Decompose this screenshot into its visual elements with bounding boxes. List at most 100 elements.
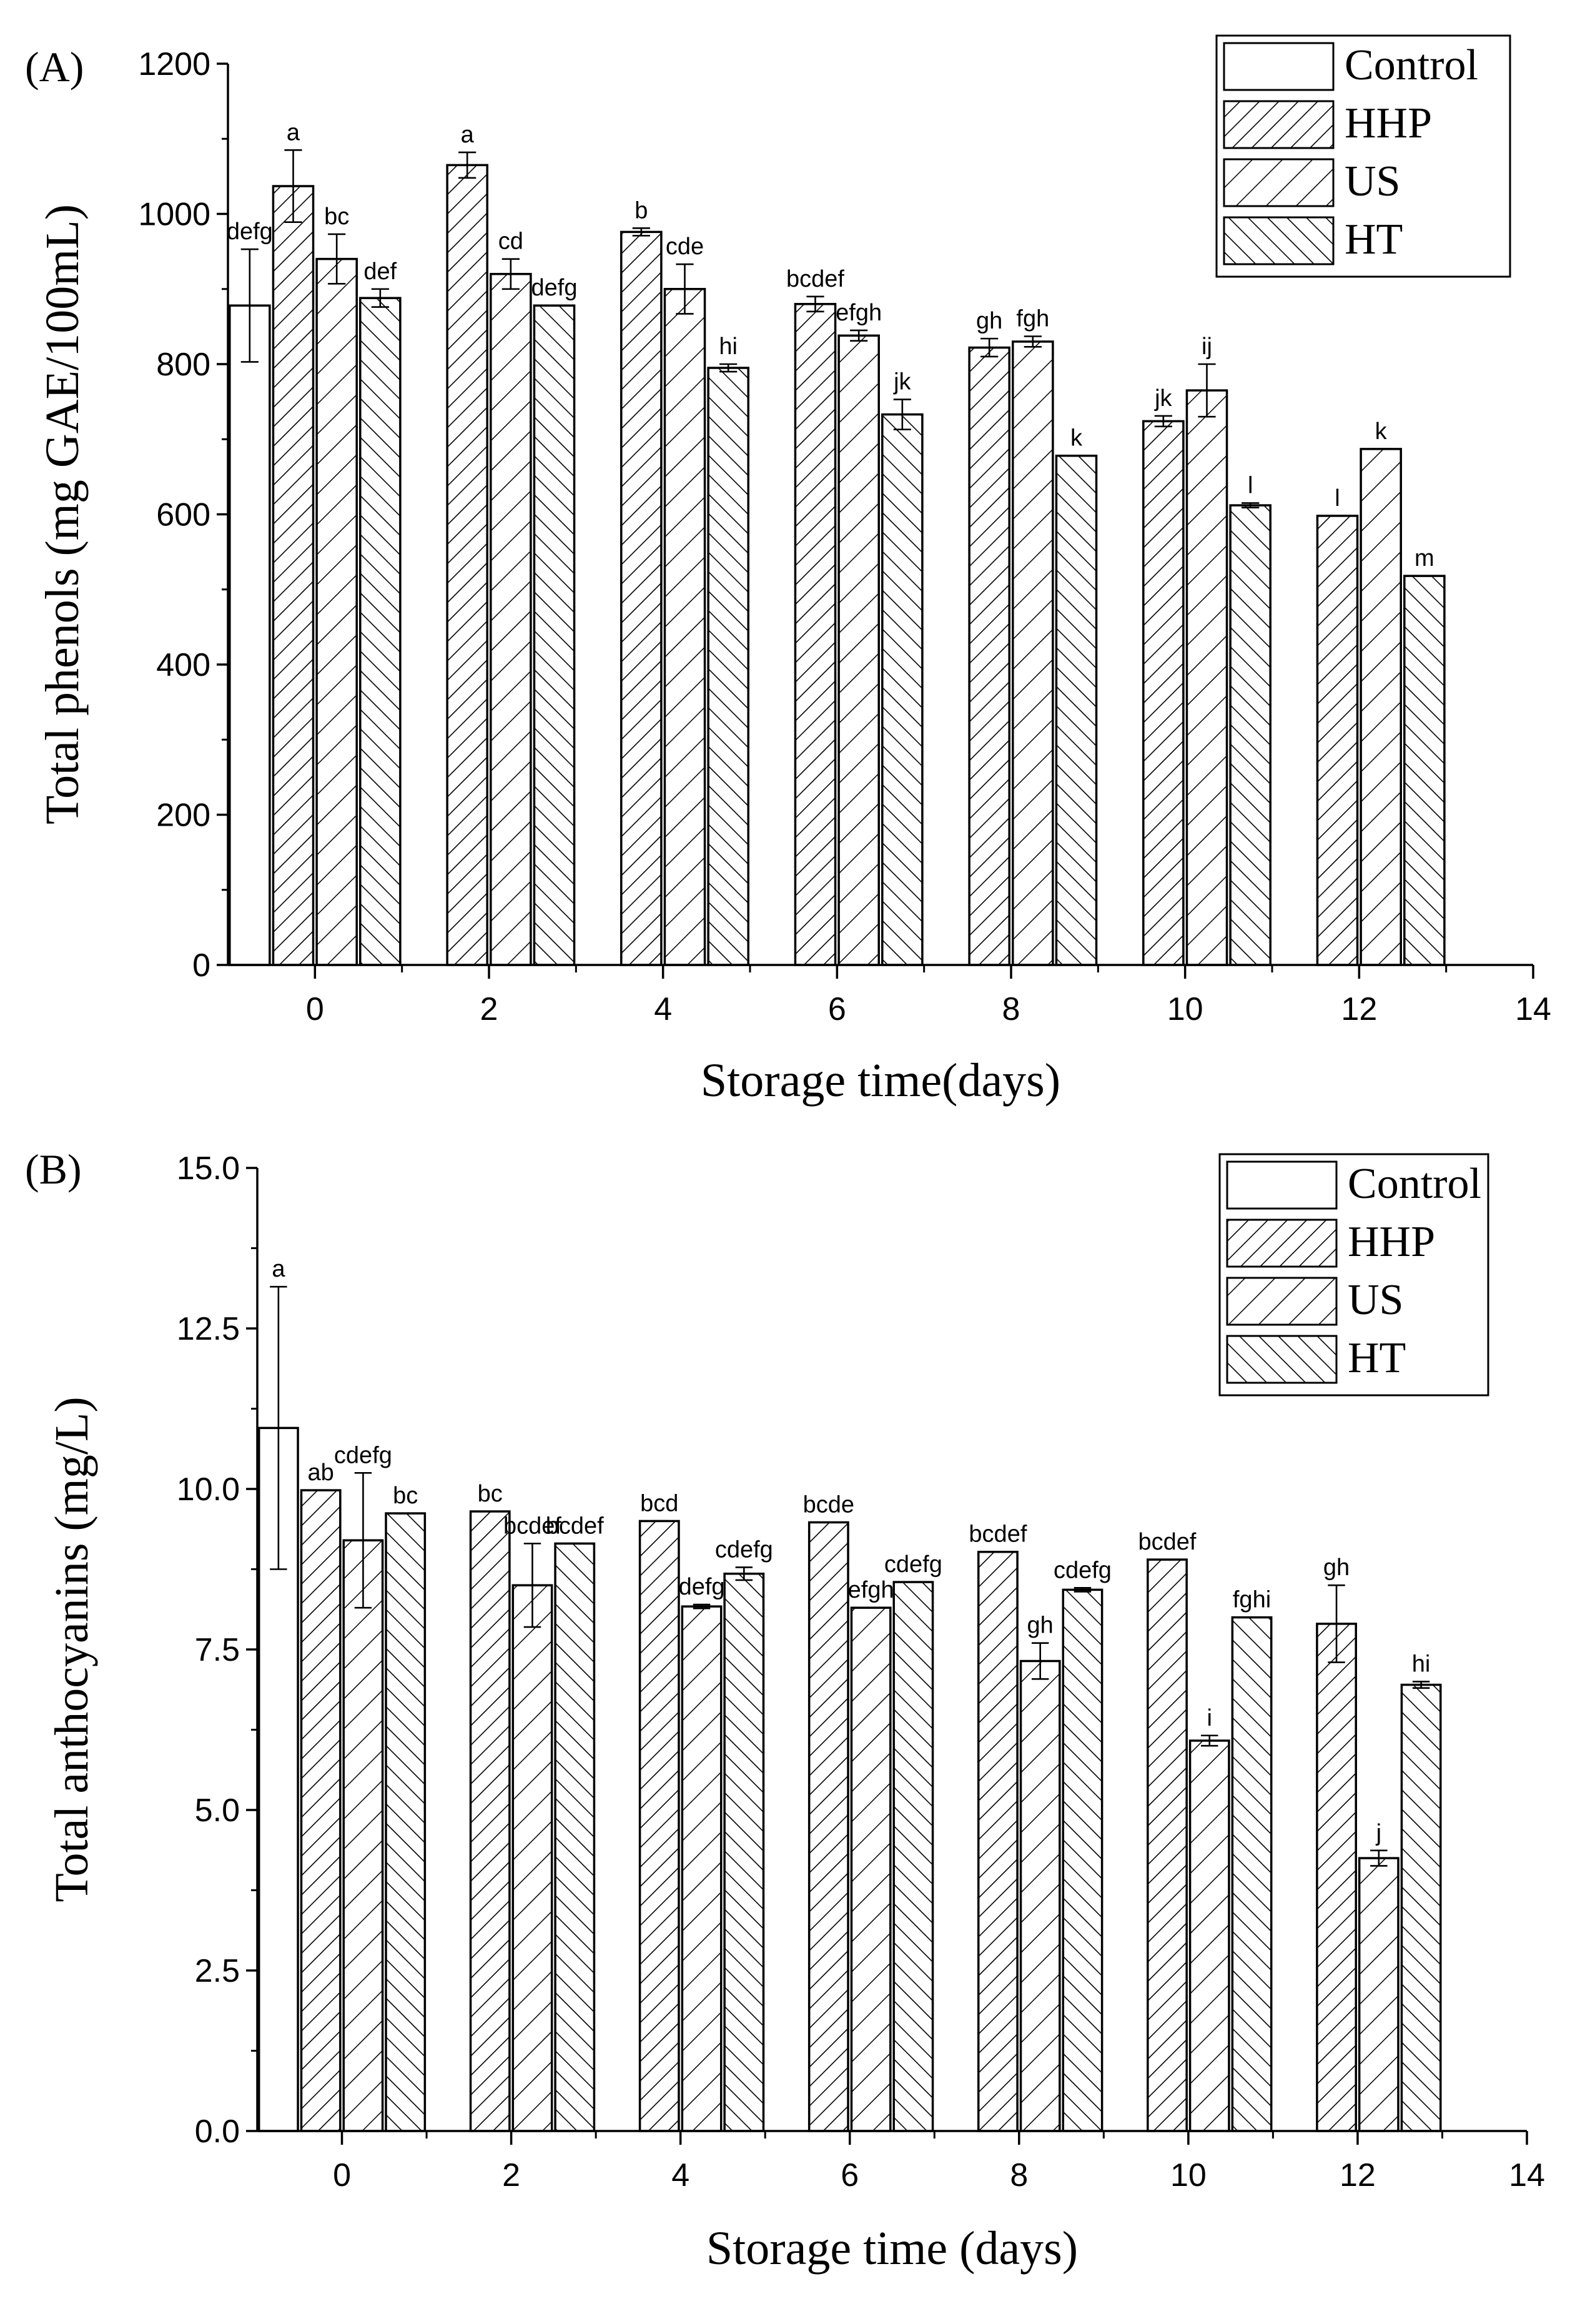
bar: [968, 346, 1010, 966]
x-tick-label: 2: [502, 2157, 520, 2193]
y-tick-label: 800: [156, 347, 210, 383]
bar: [272, 185, 315, 966]
bar: [1360, 448, 1402, 966]
y-tick-label: 15.0: [177, 1150, 240, 1187]
significance-label: cdefg: [1054, 1557, 1112, 1583]
significance-label: k: [1375, 418, 1388, 445]
bar: [300, 1489, 342, 2132]
y-tick-label: 1000: [138, 197, 210, 233]
significance-label: b: [634, 197, 648, 224]
y-tick-label: 2.5: [195, 1953, 240, 1989]
bar: [533, 304, 576, 966]
significance-label: cd: [498, 229, 523, 255]
y-axis-title: Total anthocyanins (mg/L): [46, 1397, 98, 1902]
legend-label: HT: [1348, 1334, 1406, 1382]
legend-swatch: [1226, 1160, 1338, 1210]
significance-label: l: [1335, 485, 1340, 512]
y-tick-label: 5.0: [195, 1792, 240, 1829]
x-tick-label: 0: [306, 991, 324, 1027]
bar: [807, 1521, 849, 2132]
significance-label: bcdef: [503, 1513, 561, 1539]
legend-swatch: [1223, 158, 1335, 207]
x-axis-title: Storage time(days): [701, 1054, 1060, 1107]
bar: [1229, 504, 1271, 966]
bar: [837, 334, 880, 966]
significance-label: jk: [1154, 385, 1172, 412]
panel-label: (A): [25, 43, 84, 91]
significance-label: bcdef: [969, 1521, 1027, 1548]
bar: [229, 304, 271, 966]
x-tick-label: 8: [1010, 2157, 1028, 2193]
significance-label: efgh: [836, 300, 882, 326]
bar: [1400, 1683, 1442, 2132]
significance-label: bc: [324, 204, 349, 230]
bar: [681, 1605, 723, 2132]
x-tick-label: 6: [841, 2157, 859, 2193]
significance-label: j: [1376, 1820, 1381, 1846]
significance-label: fgh: [1016, 306, 1049, 332]
bar: [663, 288, 706, 966]
y-tick-label: 0: [192, 947, 210, 984]
significance-label: jk: [893, 369, 911, 395]
bar: [794, 303, 837, 966]
y-tick-label: 200: [156, 798, 210, 834]
y-tick-label: 10.0: [177, 1471, 240, 1508]
bar: [342, 1539, 384, 2132]
significance-label: bcd: [640, 1490, 678, 1516]
significance-label: cde: [666, 234, 704, 260]
significance-label: defg: [227, 219, 273, 245]
x-tick-label: 10: [1167, 991, 1203, 1027]
significance-label: l: [1248, 472, 1253, 498]
significance-label: defg: [531, 275, 578, 301]
significance-label: defg: [679, 1574, 725, 1600]
bar: [446, 164, 488, 966]
significance-label: efgh: [848, 1577, 894, 1603]
y-tick-label: 0.0: [195, 2114, 240, 2150]
bar: [469, 1510, 511, 2132]
significance-label: cdefg: [715, 1536, 773, 1563]
significance-label: bcdef: [546, 1513, 604, 1539]
x-tick-label: 6: [828, 991, 846, 1027]
bar: [1358, 1857, 1400, 2132]
x-tick-label: 4: [671, 2157, 689, 2193]
legend: Control HHP US HT: [1218, 1153, 1489, 1397]
x-tick-label: 4: [654, 991, 672, 1027]
x-tick-label: 2: [480, 991, 498, 1027]
bar: [977, 1550, 1019, 2132]
significance-label: gh: [1323, 1555, 1350, 1581]
legend-swatch: [1226, 1335, 1338, 1384]
legend-label: US: [1348, 1276, 1403, 1324]
significance-label: k: [1070, 425, 1083, 452]
significance-label: i: [1207, 1705, 1212, 1731]
significance-label: a: [461, 122, 475, 148]
significance-label: bcde: [803, 1491, 854, 1518]
legend-swatch: [1223, 216, 1335, 265]
bar: [1316, 1623, 1357, 2132]
bar: [1142, 420, 1185, 966]
bar: [490, 272, 532, 966]
bar: [638, 1520, 680, 2132]
legend: Control HHP US HT: [1215, 34, 1511, 278]
bar: [554, 1542, 596, 2132]
significance-label: fghi: [1233, 1587, 1271, 1613]
legend-label: Control: [1345, 41, 1478, 89]
significance-label: ij: [1202, 334, 1212, 360]
y-tick-label: 600: [156, 497, 210, 533]
significance-label: def: [363, 259, 397, 285]
bar: [1231, 1616, 1273, 2132]
bar: [1403, 575, 1446, 966]
bar: [385, 1512, 427, 2132]
bar: [1055, 454, 1098, 966]
bar: [1185, 389, 1228, 966]
legend-swatch: [1223, 42, 1335, 91]
legend-label: Control: [1348, 1160, 1481, 1208]
bar: [1062, 1588, 1104, 2132]
legend-label: HHP: [1348, 1218, 1435, 1266]
bar: [850, 1606, 892, 2132]
legend-swatch: [1226, 1219, 1338, 1268]
significance-label: bcdef: [1138, 1529, 1196, 1555]
significance-label: ab: [308, 1460, 334, 1486]
legend-label: US: [1345, 157, 1400, 205]
